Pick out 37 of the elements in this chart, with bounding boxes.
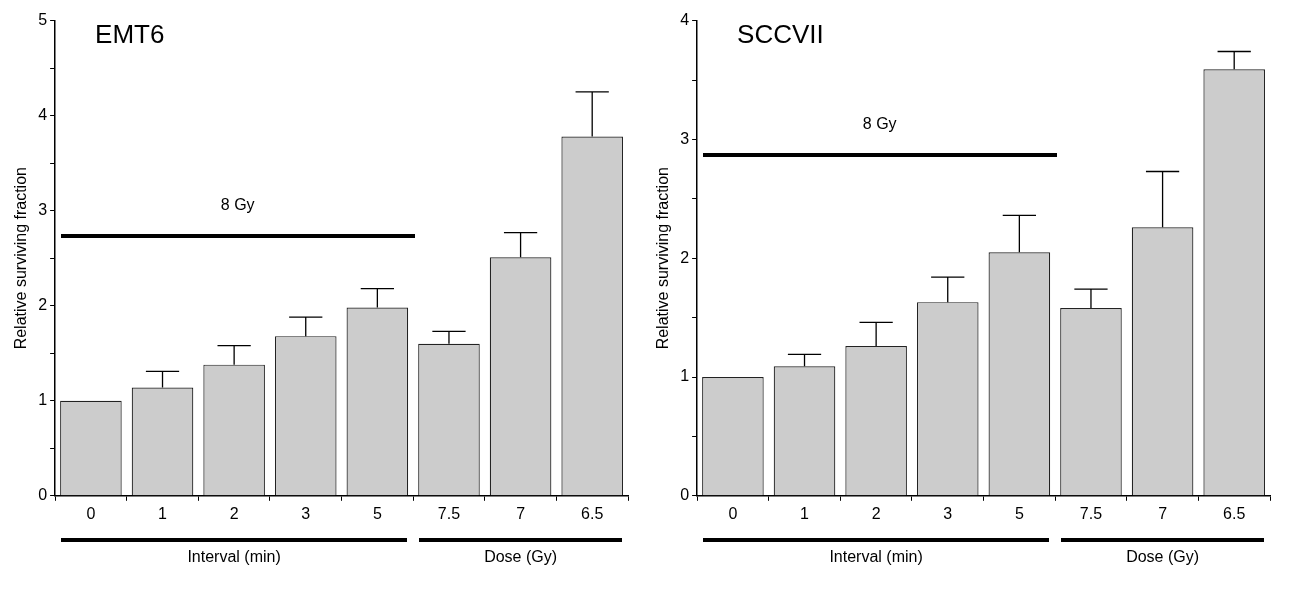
chart-title: SCCVII [737,18,824,49]
y-tick-label: 0 [680,486,690,504]
x-tick-label: 7.5 [437,504,461,522]
y-tick-label: 3 [38,201,48,219]
x-tick-label: 0 [86,504,96,522]
x-tick-label: 7 [1158,504,1168,522]
x-tick-label: 3 [943,504,953,522]
chart-title: EMT6 [95,18,165,49]
y-tick-label: 3 [680,129,690,147]
y-tick-label: 2 [38,296,48,314]
text: Dose (Gy) [1125,548,1201,566]
x-tick-label: 6.5 [1223,504,1246,522]
annotation: 8 Gy [861,114,898,133]
x-tick-label: 7.5 [1079,504,1103,522]
y-tick-label: 4 [38,106,48,124]
x-tick-label: 3 [301,504,311,522]
y-tick-label: 5 [38,11,48,29]
annotation: 8 Gy [219,196,256,215]
x-tick-label: 5 [372,504,382,522]
y-axis-title: Relative surviving fraction [12,167,30,350]
x-tick-label: 6.5 [581,504,604,522]
x-tick-label: 0 [728,504,738,522]
x-tick-label: 1 [800,504,810,522]
x-tick-label: 2 [871,504,881,522]
y-tick-label: 0 [38,486,48,504]
y-axis-title: Relative surviving fraction [654,167,672,350]
text: Dose (Gy) [483,548,559,566]
x-tick-label: 2 [229,504,239,522]
text: Interval (min) [828,548,924,566]
x-tick-label: 7 [516,504,526,522]
y-tick-label: 4 [680,11,690,29]
y-tick-label: 1 [38,391,48,409]
text: Interval (min) [186,548,282,566]
y-tick-label: 2 [680,248,690,266]
y-tick-label: 1 [680,367,690,385]
x-tick-label: 1 [158,504,168,522]
x-tick-label: 5 [1014,504,1024,522]
